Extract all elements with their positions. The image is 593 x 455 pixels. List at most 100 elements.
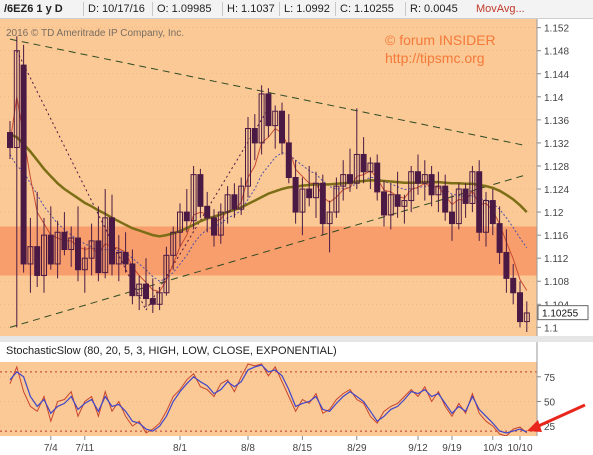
candle-body-down [489,200,496,225]
candle-body-down [360,153,367,173]
candle-body-down [122,251,129,265]
candle-body-down [306,188,313,199]
candle-body-up [245,128,251,187]
dashed-trendline [9,38,527,147]
candlestick [476,160,483,241]
time-tick-label: 7/11 [75,443,94,454]
candlestick [353,108,360,190]
open-label: O: 1.09985 [157,3,212,15]
candle-body-up [170,231,177,256]
stochastic-title[interactable]: StochasticSlow (80, 20, 5, 3, HIGH, LOW,… [4,345,339,357]
candlestick [462,183,469,218]
candlestick [510,263,517,305]
candle-body-down [143,283,149,300]
candlestick [421,160,428,201]
time-tick-label: 8/15 [293,443,313,454]
candle-body-up [41,234,47,276]
watermark-line2: http://tipsmc.org [385,50,485,66]
candle-body-down [476,171,483,233]
candlestick [95,206,102,282]
candle-body-up [333,185,340,213]
header-divider [335,2,336,16]
candlestick [88,223,95,276]
candle-body-down [109,217,115,265]
candle-body-down [95,240,102,274]
candlestick [7,121,13,160]
candlestick [170,226,177,270]
candlestick [197,168,204,218]
candle-body-up [224,194,231,213]
last-price-box [537,305,589,321]
candlestick [34,191,41,288]
candle-body-down [149,298,156,305]
candle-body-down [20,64,27,265]
candle-body-down [428,174,435,196]
candle-body-down [34,246,41,276]
candle-body-up [238,185,245,210]
candlestick [183,189,190,233]
candlestick [211,209,217,247]
candle-body-up [455,188,462,225]
price-tick-label: 1.116 [544,231,569,242]
range-label: R: 0.0045 [410,3,458,15]
candlestick [374,154,381,201]
candle-body-down [204,205,211,219]
candlestick [401,194,408,224]
candlestick [279,102,285,155]
candle-body-down [510,277,517,294]
symbol-label[interactable]: /6EZ6 1 y D [4,3,63,15]
candle-body-up [156,292,163,305]
candlestick [190,165,197,230]
price-tick-label: 1.12 [544,208,564,219]
candle-body-down [319,182,326,225]
candle-body-down [231,194,238,210]
candlestick [41,217,47,293]
stochastic-tick-label: 50 [544,397,556,408]
candlestick [238,177,245,215]
candle-body-up [54,231,61,265]
time-tick-label: 8/1 [173,443,187,454]
candlestick [115,235,122,282]
arrow-annotation [527,403,586,432]
candlestick [496,206,503,264]
candle-body-up [102,217,109,274]
time-tick-label: 7/4 [44,443,58,454]
price-panel-background [0,19,537,336]
candle-body-down [279,110,285,144]
candle-body-up [401,200,408,207]
candlestick [129,249,136,305]
candlestick [136,275,143,311]
candlestick [231,183,238,218]
date-label: D: 10/17/16 [88,3,145,15]
header-divider [83,2,84,16]
time-tick-label: 8/29 [347,443,367,454]
candlestick [517,281,523,328]
candle-body-down [211,217,217,236]
candlestick [408,165,415,213]
time-axis: 7/4 7/11 8/1 8/8 8/15 8/29 9/12 9/19 10/3 10/10 [44,436,533,454]
candlestick [224,186,231,224]
candle-body-up [313,182,319,199]
candlestick [54,220,61,279]
candle-body-up [190,174,197,222]
candle-body-down [61,231,68,251]
candlestick [143,258,149,308]
candlestick [455,183,462,230]
candlestick [217,203,224,244]
panel-separator[interactable] [0,336,593,342]
candlestick [47,206,54,270]
candlesticks [7,36,530,332]
candlestick [442,174,449,221]
candlestick [163,246,170,296]
candle-body-up [177,211,183,233]
candle-body-up [435,185,442,196]
candle-body-up [421,174,428,184]
stochastic-fast-line [9,364,528,434]
study-label[interactable]: MovAvg... [476,3,525,15]
watermark-line1: © forum INSIDER [385,32,496,48]
candlestick [340,160,347,201]
candle-body-up [217,211,224,236]
time-tick-label: 9/12 [408,443,428,454]
